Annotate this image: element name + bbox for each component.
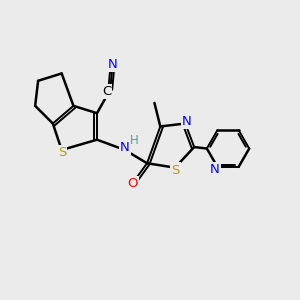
Text: N: N	[210, 163, 220, 176]
Text: O: O	[128, 177, 138, 190]
Text: N: N	[182, 115, 192, 128]
Text: N: N	[107, 58, 117, 70]
Text: S: S	[171, 164, 180, 176]
Text: H: H	[130, 134, 139, 147]
Text: C: C	[102, 85, 111, 98]
Text: S: S	[58, 146, 66, 159]
Text: N: N	[120, 141, 130, 154]
